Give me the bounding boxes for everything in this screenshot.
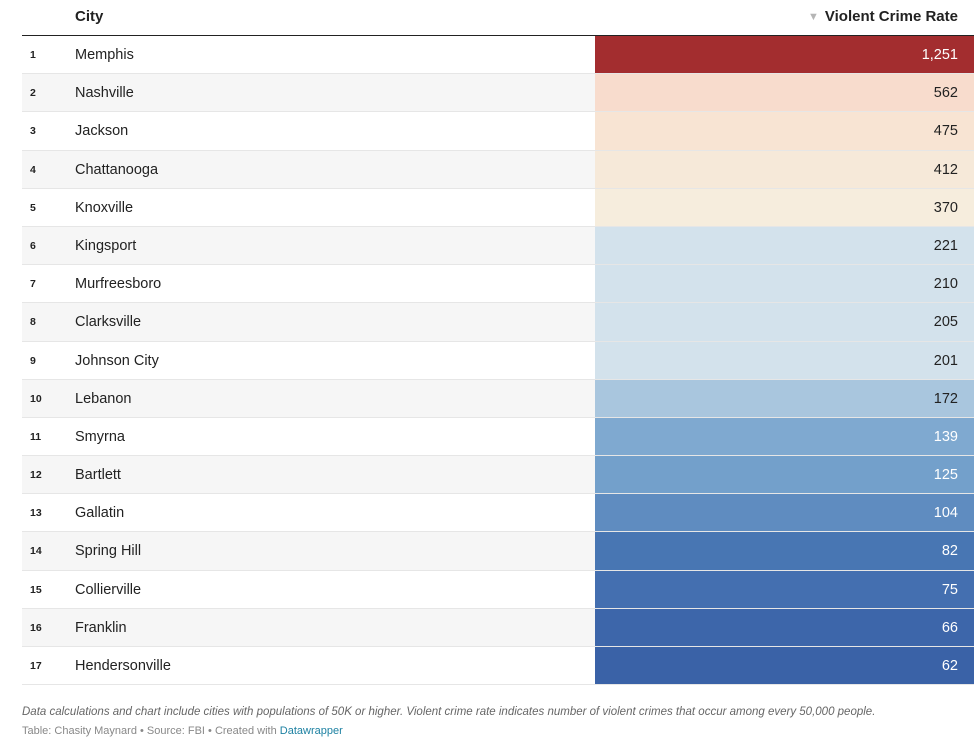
row-rank: 13	[30, 507, 42, 520]
table-row: 16 Franklin 66	[22, 608, 974, 647]
row-rank: 7	[30, 278, 36, 291]
column-header-city[interactable]: City	[75, 8, 104, 25]
table-row: 9 Johnson City 201	[22, 341, 974, 380]
row-city: Spring Hill	[75, 543, 142, 560]
row-city: Johnson City	[75, 352, 159, 369]
row-rank: 6	[30, 239, 36, 252]
table-row: 15 Collierville 75	[22, 570, 974, 609]
row-rank: 1	[30, 49, 36, 61]
table-header: City ▼ Violent Crime Rate	[22, 0, 974, 36]
row-rate-cell: 125	[595, 456, 974, 494]
row-rate-cell: 66	[595, 608, 974, 646]
row-rate-cell: 370	[595, 188, 974, 226]
row-city: Knoxville	[75, 199, 134, 216]
row-rate-cell: 75	[595, 570, 974, 608]
row-city: Jackson	[75, 123, 129, 140]
row-rank: 3	[30, 125, 36, 138]
row-rank: 9	[30, 354, 36, 367]
row-rank: 4	[30, 163, 36, 176]
row-rate-cell: 205	[595, 303, 974, 341]
datawrapper-link[interactable]: Datawrapper	[279, 725, 343, 737]
table-row: 13 Gallatin 104	[22, 494, 974, 533]
row-city: Hendersonville	[75, 658, 171, 674]
row-rank: 10	[30, 392, 42, 405]
table-row: 5 Knoxville 370	[22, 188, 974, 227]
row-city: Kingsport	[75, 237, 137, 254]
table-row: 8 Clarksville 205	[22, 303, 974, 342]
row-city: Smyrna	[75, 428, 125, 445]
table-row: 12 Bartlett 125	[22, 456, 974, 495]
table-row: 1 Memphis 1,251	[22, 36, 974, 75]
table-row: 14 Spring Hill 82	[22, 532, 974, 571]
row-city: Franklin	[75, 619, 127, 636]
footnote: Data calculations and chart include citi…	[22, 706, 876, 718]
row-rank: 16	[30, 621, 42, 634]
sort-desc-icon[interactable]: ▼	[808, 11, 819, 23]
row-rank: 5	[30, 201, 36, 214]
table-row: 10 Lebanon 172	[22, 379, 974, 418]
row-rate-cell: 201	[595, 341, 974, 379]
row-rank: 15	[30, 583, 42, 596]
crime-rate-table: City ▼ Violent Crime Rate 1 Memphis 1,251 2 N…	[22, 0, 974, 686]
row-rate-cell: 139	[595, 417, 974, 456]
table-footer: Data calculations and chart include citi…	[22, 706, 972, 737]
column-header-rate-label: Violent Crime Rate	[824, 8, 958, 25]
row-city: Nashville	[75, 85, 134, 102]
source-text: Table: Chasity Maynard • Source: FBI • C…	[22, 725, 280, 737]
table-row: 2 Nashville 562	[22, 74, 974, 113]
row-rank: 12	[30, 469, 42, 482]
row-rank: 14	[30, 545, 42, 558]
row-city: Collierville	[75, 581, 142, 598]
row-city: Clarksville	[75, 314, 142, 331]
row-rank: 11	[30, 430, 42, 443]
table-row: 11 Smyrna 139	[22, 417, 974, 457]
table-body: 1 Memphis 1,251 2 Nashville 562 3 Jackson 475 4 Ch…	[22, 36, 974, 686]
row-rank: 8	[30, 316, 36, 329]
row-rate-cell: 475	[595, 112, 974, 150]
table-row: 17 Hendersonville 62	[22, 647, 974, 686]
row-rank: 2	[30, 87, 36, 100]
row-rank: 17	[30, 660, 42, 672]
row-rate-cell: 104	[595, 494, 974, 532]
row-city: Lebanon	[75, 390, 132, 407]
row-city: Memphis	[75, 47, 134, 63]
source-line: Table: Chasity Maynard • Source: FBI • C…	[22, 725, 972, 737]
row-city: Chattanooga	[75, 161, 159, 178]
row-city: Murfreesboro	[75, 276, 162, 293]
column-header-violent-crime-rate[interactable]: ▼ Violent Crime Rate	[808, 8, 958, 25]
row-rate-cell: 172	[595, 379, 974, 417]
table-row: 6 Kingsport 221	[22, 226, 974, 266]
row-rate-cell: 1,251	[595, 36, 974, 74]
row-rate-cell: 62	[595, 647, 974, 685]
table-row: 7 Murfreesboro 210	[22, 265, 974, 304]
row-city: Bartlett	[75, 467, 121, 484]
row-rate-cell: 82	[595, 532, 974, 570]
row-rate-cell: 562	[595, 74, 974, 112]
table-row: 4 Chattanooga 412	[22, 150, 974, 189]
row-rate-cell: 221	[595, 226, 974, 265]
row-rate-cell: 412	[595, 150, 974, 188]
row-rate-cell: 210	[595, 265, 974, 303]
table-row: 3 Jackson 475	[22, 112, 974, 151]
row-city: Gallatin	[75, 505, 125, 522]
